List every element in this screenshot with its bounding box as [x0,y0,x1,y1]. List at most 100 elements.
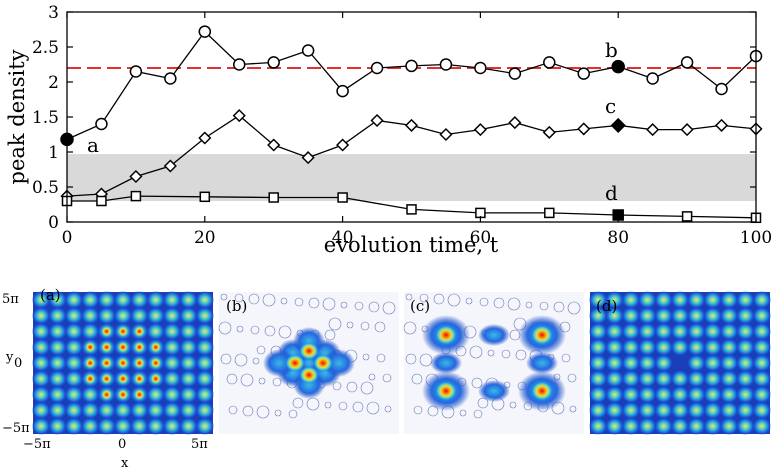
density-blob [195,290,215,309]
density-peak [84,341,97,354]
series-marker-circles [508,67,522,80]
density-peak [117,325,129,338]
density-blob [703,385,723,404]
density-blob [637,306,657,325]
contour-ring [362,353,370,361]
density-blob [670,290,690,309]
density-blob [64,401,84,420]
density-blob [621,322,641,341]
density-blob [605,322,625,341]
density-blob [703,290,723,309]
y-axis-label: peak density [5,49,29,184]
series-marker-circles [577,67,590,80]
density-blob [605,401,625,420]
density-blob [178,385,198,404]
contour-ring [501,349,511,359]
panel-label-a: (a) [40,286,61,304]
density-blob [146,417,166,436]
contour-ring [234,353,248,367]
density-blob [686,369,706,388]
series-marker-diamonds [473,123,487,137]
point-label-a: a [87,133,99,157]
y-tick-label: 3 [48,3,59,23]
density-peak [100,341,113,354]
density-blob [752,353,772,373]
contour-ring [567,301,581,315]
contour-ring [294,297,304,307]
series-marker-squares [406,204,417,215]
density-blob [735,290,755,309]
density-blob [146,290,166,309]
contour-ring [471,377,483,389]
density-blob [703,306,723,325]
contour-ring [250,325,260,335]
shaded-band [67,154,756,201]
contour-ring [515,349,527,361]
density-blob [129,401,149,420]
contour-ring [473,409,483,419]
density-blob [703,369,723,388]
density-blob [48,322,68,341]
density-blob [703,353,723,373]
density-blob [735,322,755,341]
x-tick-label: 100 [740,228,772,248]
y-tick-mid: 0 [14,356,22,371]
series-marker-squares [96,195,107,207]
point-label-c: c [605,94,616,118]
density-blob [64,385,84,404]
density-blob [719,290,739,309]
contour-ring [262,293,276,307]
density-blob [48,290,68,309]
panel-label-b: (b) [226,297,247,315]
series-marker-diamonds [267,138,281,152]
series-marker-circles [646,72,659,85]
density-blob [686,290,706,309]
series-marker-squares [130,190,142,202]
density-peak [133,388,146,401]
density-blob [654,353,674,373]
contour-ring [403,321,417,335]
contour-ring [567,373,577,383]
contour-ring [447,293,461,307]
density-blob [31,369,51,388]
series-marker-circles [129,65,143,78]
density-blob [195,385,215,404]
contour-ring [405,293,413,301]
density-blob [178,338,198,357]
density-blob [621,306,641,325]
series-marker-circles [267,56,280,69]
contour-ring [539,301,549,311]
density-panels [31,290,772,436]
panel-x-label: x [121,456,129,471]
contour-ring [218,321,232,335]
contour-ring [360,321,370,331]
density-peak [100,388,113,401]
x-tick-label: 40 [332,228,354,248]
density-blob [146,306,166,325]
density-blob [113,417,133,436]
density-blob [64,306,84,325]
contour-ring [338,401,348,411]
contour-ring [376,353,386,363]
x-axis-label: evolution time, t [324,233,499,257]
density-blob [31,385,51,404]
density-blob [752,322,772,341]
density-blob [195,369,215,388]
density-blob [178,290,198,309]
density-blob [605,338,625,357]
density-blob [195,417,215,436]
density-blob [752,401,772,420]
contour-ring [308,297,320,309]
density-blob [719,385,739,404]
contour-ring [324,401,332,409]
density-blob [752,290,772,309]
series-marker-circles [233,58,246,71]
density-blob [670,385,690,404]
contour-ring [405,353,417,365]
density-blob [637,338,657,357]
density-blob [129,306,149,325]
density-blob [162,338,182,357]
density-blob [48,306,68,325]
y-tick-label: 2 [48,73,59,93]
density-blob [670,417,690,436]
